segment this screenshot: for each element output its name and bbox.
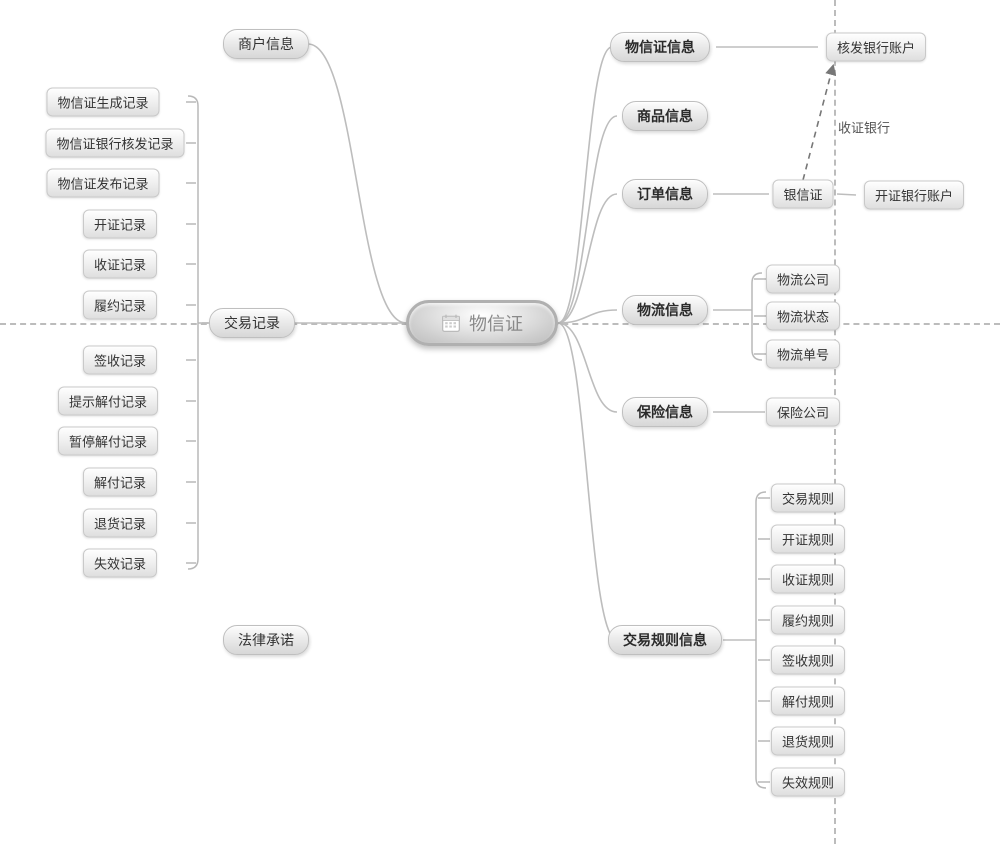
center-node-label: 物信证 bbox=[469, 310, 523, 336]
leaf-logistics-info: 物流公司 bbox=[766, 265, 840, 294]
dashed-arrow-label: 收证银行 bbox=[838, 118, 890, 137]
leaf-rules-info: 失效规则 bbox=[771, 768, 845, 797]
leaf-txn-records: 物信证生成记录 bbox=[46, 88, 159, 117]
leaf-logistics-info: 物流状态 bbox=[766, 302, 840, 331]
branch-wxz-info: 物信证信息 bbox=[610, 32, 710, 62]
branch-order-info: 订单信息 bbox=[622, 179, 708, 209]
leaf-txn-records: 提示解付记录 bbox=[58, 387, 158, 416]
leaf-rules-info: 开证规则 bbox=[771, 525, 845, 554]
leaf-insurance-info: 保险公司 bbox=[766, 398, 840, 427]
leaf-logistics-info: 物流单号 bbox=[766, 340, 840, 369]
leaf-txn-records: 退货记录 bbox=[83, 509, 157, 538]
leaf-rules-info: 解付规则 bbox=[771, 687, 845, 716]
leaf-rules-info: 交易规则 bbox=[771, 484, 845, 513]
leaf-txn-records: 收证记录 bbox=[83, 250, 157, 279]
leaf-txn-records: 履约记录 bbox=[83, 291, 157, 320]
center-node-wxz: 物信证 bbox=[406, 300, 558, 346]
branch-txn-records: 交易记录 bbox=[209, 308, 295, 338]
branch-insurance-info: 保险信息 bbox=[622, 397, 708, 427]
leaf-opening-bank-acct: 开证银行账户 bbox=[864, 181, 964, 210]
leaf-rules-info: 签收规则 bbox=[771, 646, 845, 675]
leaf-txn-records: 解付记录 bbox=[83, 468, 157, 497]
branch-legal-promise: 法律承诺 bbox=[223, 625, 309, 655]
leaf-txn-records: 物信证发布记录 bbox=[46, 169, 159, 198]
leaf-rules-info: 履约规则 bbox=[771, 606, 845, 635]
diagram-canvas: 物信证 商户信息交易记录物信证生成记录物信证银行核发记录物信证发布记录开证记录收… bbox=[0, 0, 1000, 844]
branch-product-info: 商品信息 bbox=[622, 101, 708, 131]
leaf-txn-records: 物信证银行核发记录 bbox=[45, 129, 184, 158]
branch-logistics-info: 物流信息 bbox=[622, 295, 708, 325]
leaf-rules-info: 退货规则 bbox=[771, 727, 845, 756]
leaf-txn-records: 开证记录 bbox=[83, 210, 157, 239]
leaf-yinxinzheng: 银信证 bbox=[772, 180, 833, 209]
leaf-txn-records: 暂停解付记录 bbox=[58, 427, 158, 456]
leaf-txn-records: 签收记录 bbox=[83, 346, 157, 375]
branch-rules-info: 交易规则信息 bbox=[608, 625, 722, 655]
calendar-icon bbox=[441, 313, 461, 333]
leaf-rules-info: 收证规则 bbox=[771, 565, 845, 594]
leaf-issuing-bank-acct: 核发银行账户 bbox=[826, 33, 926, 62]
leaf-txn-records: 失效记录 bbox=[83, 549, 157, 578]
branch-merchant-info: 商户信息 bbox=[223, 29, 309, 59]
